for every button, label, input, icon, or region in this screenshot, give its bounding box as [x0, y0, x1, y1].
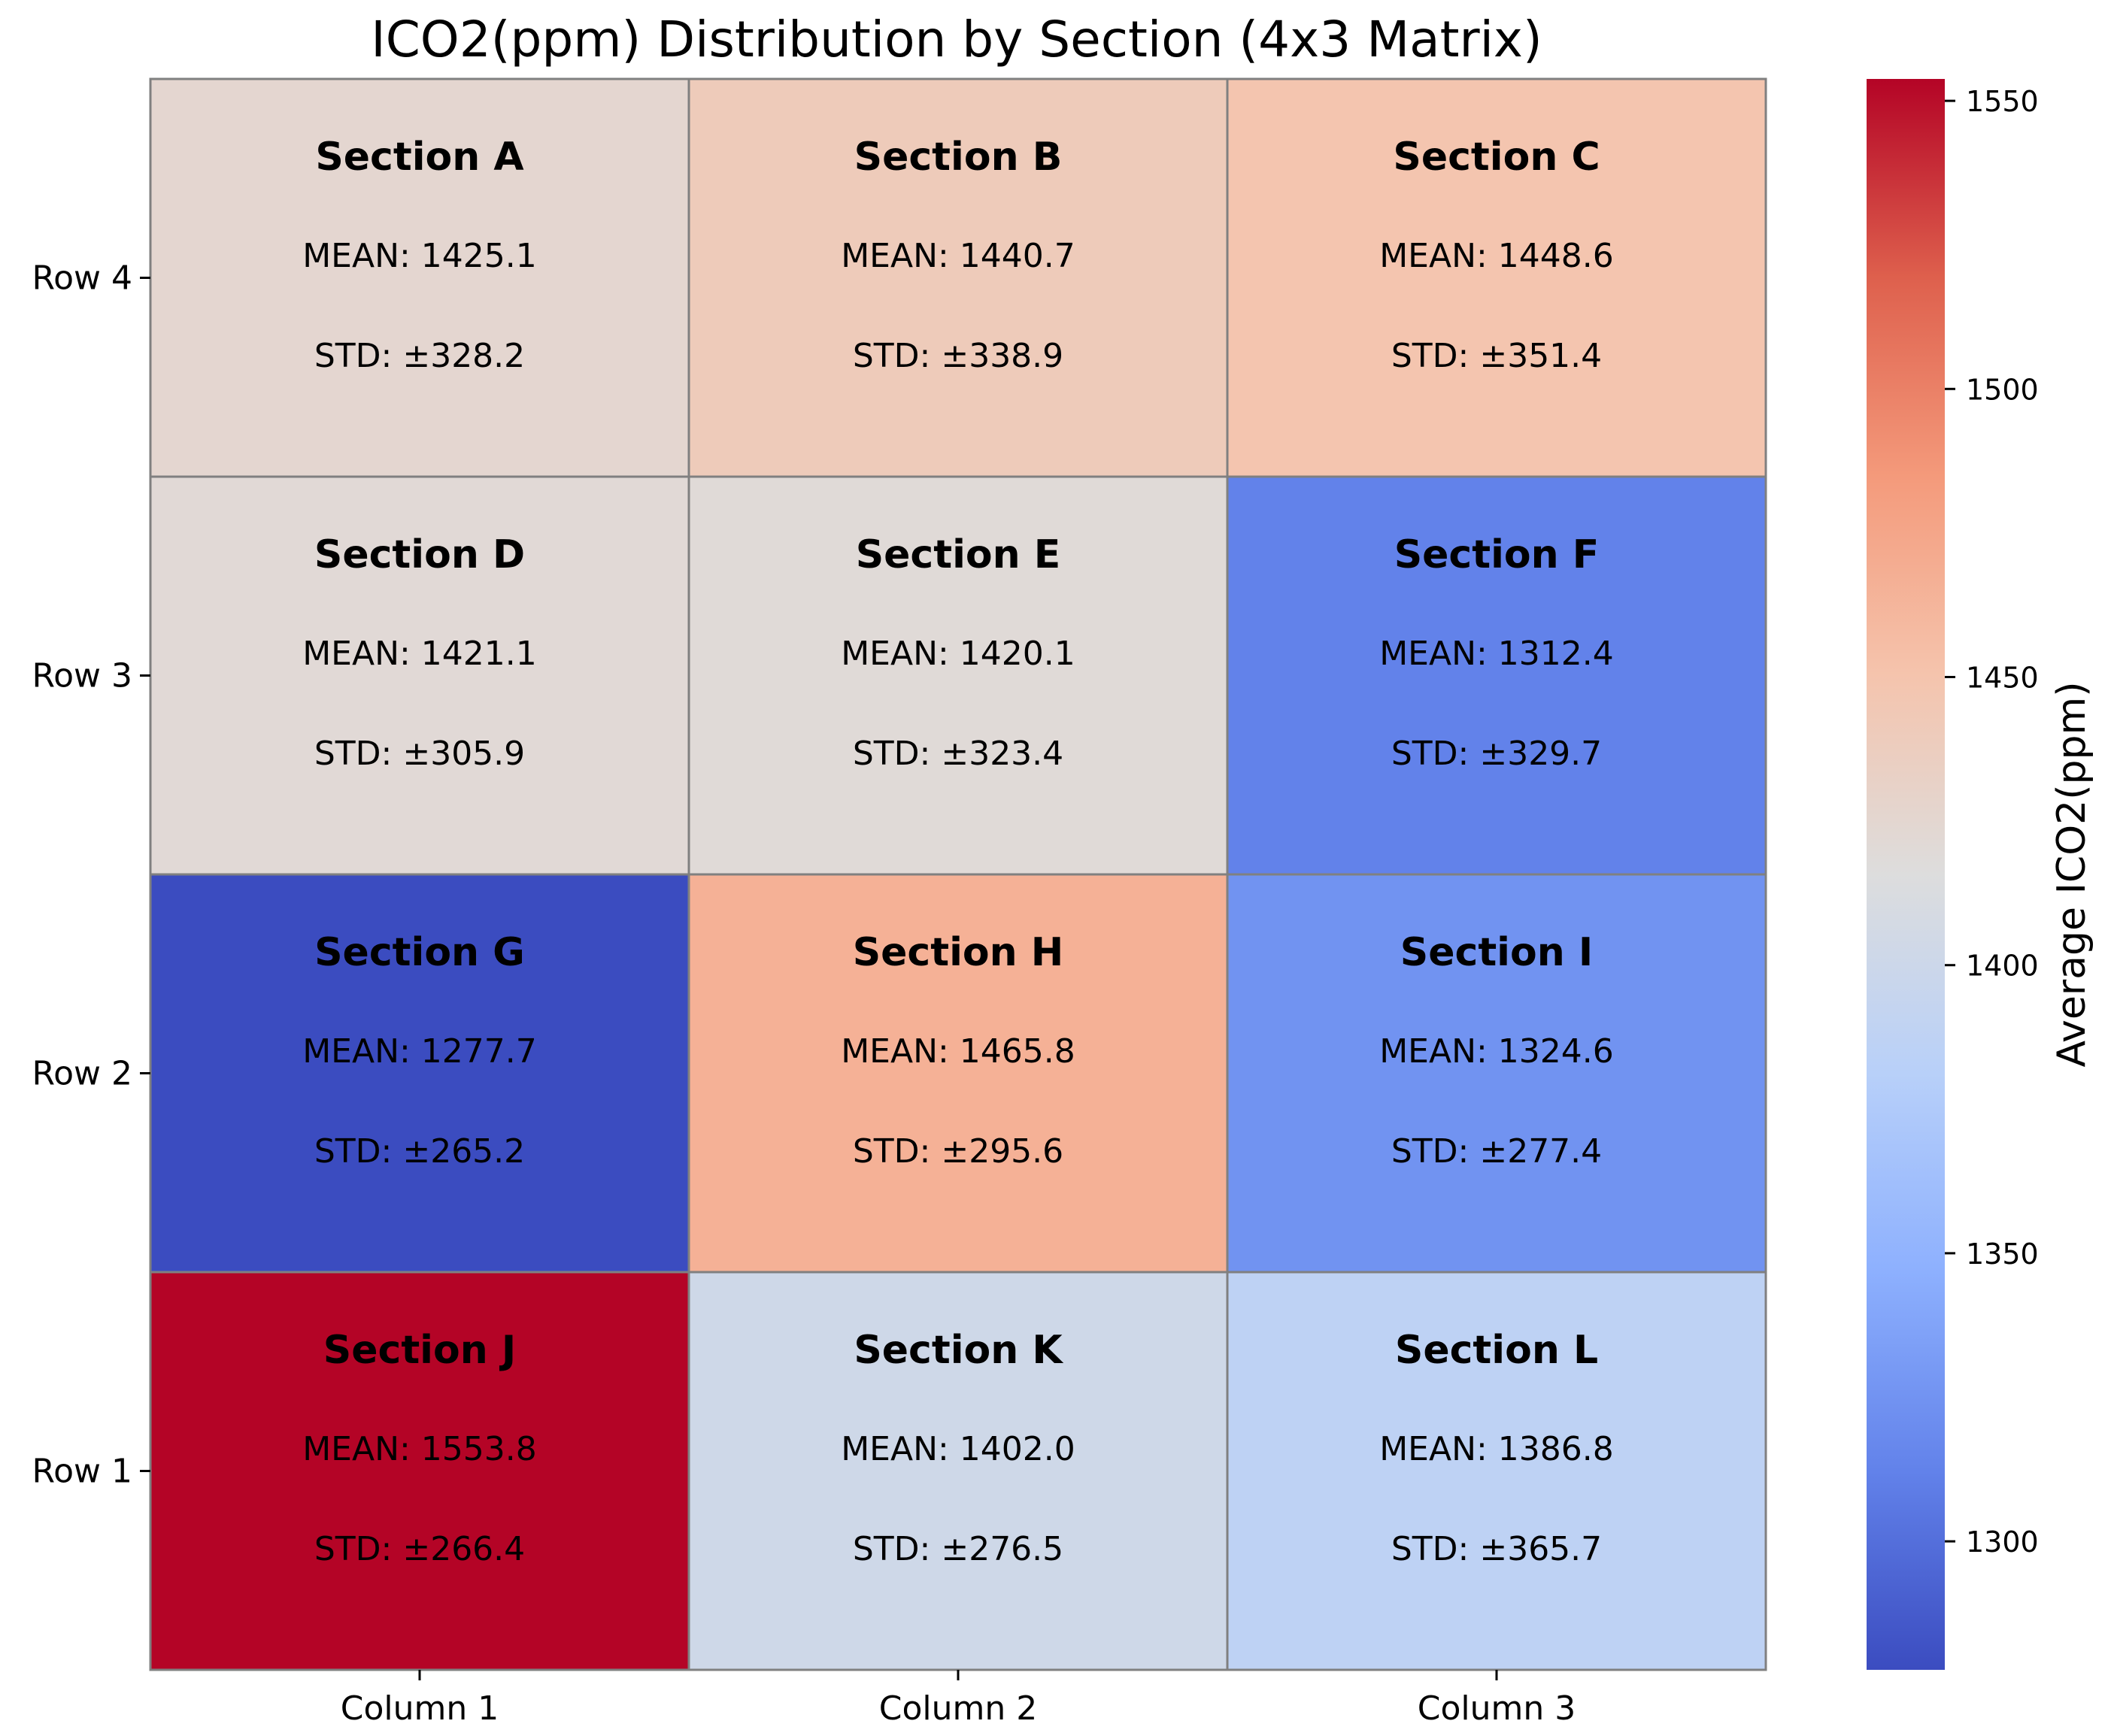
cell-std-label: STD: ±329.7 [1391, 735, 1602, 773]
cell-rect [1226, 475, 1767, 876]
cell-mean-label: MEAN: 1553.8 [302, 1430, 537, 1468]
heatmap-cell: Section L MEAN: 1386.8 STD: ±365.7 [1226, 1271, 1767, 1671]
cell-rect [149, 873, 690, 1274]
cell-mean-label: MEAN: 1420.1 [841, 635, 1075, 673]
cell-rect [1226, 1271, 1767, 1671]
y-tick-label: Row 4 [32, 259, 132, 298]
colorbar-tick-label: 1300 [1966, 1525, 2039, 1559]
cell-std-label: STD: ±266.4 [314, 1530, 525, 1568]
colorbar-tick-label: 1550 [1966, 85, 2039, 118]
heatmap-cell: Section E MEAN: 1420.1 STD: ±323.4 [687, 475, 1229, 876]
cell-rect [149, 1271, 690, 1671]
heatmap-cell: Section H MEAN: 1465.8 STD: ±295.6 [687, 873, 1229, 1274]
colorbar-tick-label: 1500 [1966, 373, 2039, 406]
cell-section-label: Section H [853, 930, 1064, 975]
cell-std-label: STD: ±305.9 [314, 735, 525, 773]
cell-rect [687, 873, 1229, 1274]
y-axis: Row 4 Row 3 Row 2 Row 1 [32, 259, 150, 1491]
colorbar-tick-label: 1450 [1966, 662, 2039, 695]
y-tick-label: Row 1 [32, 1453, 132, 1491]
colorbar-gradient [1867, 79, 1945, 1670]
cell-mean-label: MEAN: 1448.6 [1379, 237, 1614, 275]
cell-section-label: Section J [323, 1328, 516, 1373]
cell-mean-label: MEAN: 1312.4 [1379, 635, 1614, 673]
cell-section-label: Section K [854, 1328, 1063, 1373]
cell-std-label: STD: ±276.5 [853, 1530, 1063, 1568]
cell-section-label: Section B [854, 135, 1063, 180]
cell-rect [1226, 77, 1767, 478]
colorbar-label: Average ICO2(ppm) [2049, 682, 2094, 1068]
cell-std-label: STD: ±351.4 [1391, 337, 1602, 375]
cell-rect [149, 475, 690, 876]
x-axis: Column 1 Column 2 Column 3 [341, 1670, 1576, 1728]
cell-std-label: STD: ±328.2 [314, 337, 525, 375]
y-tick-label: Row 2 [32, 1055, 132, 1093]
cell-mean-label: MEAN: 1402.0 [841, 1430, 1075, 1468]
cell-std-label: STD: ±265.2 [314, 1132, 525, 1171]
cell-std-label: STD: ±277.4 [1391, 1132, 1602, 1171]
heatmap-cell: Section A MEAN: 1425.1 STD: ±328.2 [149, 77, 690, 478]
cell-section-label: Section A [315, 135, 523, 180]
heatmap-cell: Section K MEAN: 1402.0 STD: ±276.5 [687, 1271, 1229, 1671]
cell-mean-label: MEAN: 1386.8 [1379, 1430, 1614, 1468]
cell-rect [149, 77, 690, 478]
cell-std-label: STD: ±323.4 [853, 735, 1063, 773]
cell-mean-label: MEAN: 1440.7 [841, 237, 1075, 275]
heatmap-cell: Section D MEAN: 1421.1 STD: ±305.9 [149, 475, 690, 876]
cell-section-label: Section G [314, 930, 525, 975]
heatmap-cell: Section F MEAN: 1312.4 STD: ±329.7 [1226, 475, 1767, 876]
colorbar-tick-label: 1350 [1966, 1238, 2039, 1271]
cell-mean-label: MEAN: 1277.7 [302, 1032, 537, 1071]
x-tick-label: Column 2 [879, 1689, 1037, 1728]
cell-mean-label: MEAN: 1425.1 [302, 237, 537, 275]
heatmap-cell: Section C MEAN: 1448.6 STD: ±351.4 [1226, 77, 1767, 478]
heatmap-cell: Section I MEAN: 1324.6 STD: ±277.4 [1226, 873, 1767, 1274]
heatmap-cell: Section B MEAN: 1440.7 STD: ±338.9 [687, 77, 1229, 478]
cell-std-label: STD: ±295.6 [853, 1132, 1063, 1171]
cell-section-label: Section E [856, 532, 1061, 577]
x-tick-label: Column 3 [1418, 1689, 1576, 1728]
colorbar: Average ICO2(ppm) 1300 1350 1400 1450 1500 15… [1867, 79, 2094, 1670]
chart-title: ICO2(ppm) Distribution by Section (4x3 M… [371, 11, 1542, 68]
colorbar-tick-label: 1400 [1966, 950, 2039, 983]
cell-std-label: STD: ±338.9 [853, 337, 1063, 375]
cell-mean-label: MEAN: 1465.8 [841, 1032, 1075, 1071]
cell-section-label: Section F [1394, 532, 1600, 577]
x-tick-label: Column 1 [341, 1689, 499, 1728]
cell-section-label: Section D [314, 532, 525, 577]
cell-section-label: Section I [1400, 930, 1593, 975]
cell-mean-label: MEAN: 1421.1 [302, 635, 537, 673]
y-tick-label: Row 3 [32, 657, 132, 695]
cell-mean-label: MEAN: 1324.6 [1379, 1032, 1614, 1071]
heatmap-cell: Section J MEAN: 1553.8 STD: ±266.4 [149, 1271, 690, 1671]
cell-std-label: STD: ±365.7 [1391, 1530, 1602, 1568]
heatmap-cell: Section G MEAN: 1277.7 STD: ±265.2 [149, 873, 690, 1274]
cell-rect [687, 475, 1229, 876]
cell-section-label: Section C [1393, 135, 1600, 180]
cell-section-label: Section L [1395, 1328, 1598, 1373]
cell-rect [687, 77, 1229, 478]
